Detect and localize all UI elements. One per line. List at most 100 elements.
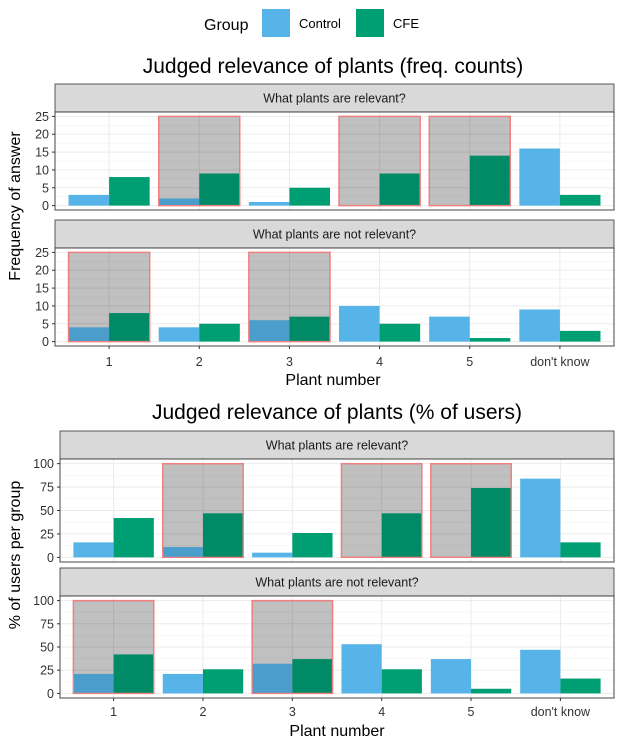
- bar-cfe-3: [289, 316, 330, 342]
- highlight-overlay-plant-1: [67, 251, 151, 343]
- x-tick-label: don't know: [531, 705, 591, 719]
- y-tick-label: 25: [40, 664, 54, 678]
- bar-cfe-1: [109, 313, 150, 342]
- y-tick-label: 75: [40, 481, 54, 495]
- highlight-overlay-plant-5: [428, 115, 511, 207]
- facet-strip-label: What plants are not relevant?: [255, 576, 418, 590]
- bar-control-3: [248, 320, 290, 342]
- facet-panel: What plants are not relevant?05101520251…: [35, 219, 615, 369]
- bar-cfe-don-t-know: [559, 194, 601, 206]
- chart-title: Judged relevance of plants (freq. counts…: [143, 55, 524, 78]
- y-tick-label: 0: [47, 687, 54, 701]
- legend-swatch-control: [262, 9, 290, 37]
- x-tick-label: 3: [289, 705, 296, 719]
- chart-title: Judged relevance of plants (% of users): [152, 401, 522, 424]
- legend-title: Group: [204, 17, 249, 34]
- bar-cfe-2: [202, 513, 244, 558]
- bar-control-4: [341, 644, 382, 694]
- panel-border: [54, 111, 615, 211]
- bar-cfe-5: [469, 338, 511, 342]
- bar-control-2: [158, 327, 200, 342]
- legend-label-control: Control: [299, 16, 341, 31]
- y-tick-label: 20: [35, 264, 49, 278]
- bar-control-1: [68, 327, 110, 342]
- panel-border: [54, 247, 615, 347]
- bar-cfe-don-t-know: [559, 330, 601, 342]
- bar-control-1: [68, 194, 110, 206]
- y-tick-label: 0: [47, 551, 54, 565]
- x-tick-label: 2: [196, 355, 203, 369]
- y-axis-label: Frequency of answer: [7, 131, 24, 281]
- bar-cfe-4: [379, 323, 421, 342]
- bar-cfe-1: [109, 177, 150, 206]
- y-tick-label: 15: [35, 146, 49, 160]
- bar-control-2: [162, 673, 203, 694]
- bar-control-5: [429, 316, 470, 342]
- bar-control-5: [430, 659, 472, 694]
- y-tick-label: 20: [35, 128, 49, 142]
- highlight-overlay-plant-5: [430, 462, 512, 559]
- y-axis: 0 25 50 75 100: [33, 457, 60, 565]
- x-tick-label: 1: [110, 705, 117, 719]
- chart-frequency: Judged relevance of plants (freq. counts…: [7, 55, 615, 389]
- y-tick-label: 5: [42, 317, 49, 331]
- y-axis: 0 5 10 15 20 25: [35, 246, 55, 349]
- y-tick-label: 50: [40, 641, 54, 655]
- x-axis: 1 2 3 4 5 don't know: [110, 698, 591, 719]
- y-tick-label: 75: [40, 617, 54, 631]
- bar-cfe-2: [202, 669, 244, 694]
- y-tick-label: 15: [35, 282, 49, 296]
- facet-strip-label: What plants are relevant?: [266, 439, 408, 453]
- bar-control-2: [162, 547, 203, 558]
- x-tick-label: 5: [468, 705, 475, 719]
- x-tick-label: don't know: [530, 355, 590, 369]
- y-tick-label: 50: [40, 504, 54, 518]
- highlight-overlay-plant-3: [248, 251, 331, 343]
- y-axis-label: % of users per group: [7, 481, 24, 630]
- x-tick-label: 4: [378, 705, 385, 719]
- highlight-overlay-plant-1: [72, 599, 155, 695]
- highlight-overlay-plant-3: [251, 599, 334, 695]
- bar-cfe-1: [113, 517, 154, 558]
- highlight-overlay-plant-4: [340, 462, 423, 559]
- bar-control-don-t-know: [519, 309, 560, 342]
- bar-cfe-3: [289, 187, 330, 206]
- x-axis: 1 2 3 4 5 don't know: [106, 346, 591, 369]
- facet-strip: [54, 83, 615, 113]
- x-tick-label: 1: [106, 355, 113, 369]
- highlight-overlay-plant-2: [162, 462, 244, 559]
- bar-cfe-don-t-know: [560, 678, 601, 694]
- bar-control-don-t-know: [519, 148, 560, 206]
- highlight-overlay-plant-2: [158, 115, 241, 207]
- bar-cfe-3: [292, 532, 333, 558]
- bar-cfe-2: [199, 323, 240, 342]
- bar-control-2: [158, 198, 200, 206]
- y-tick-label: 10: [35, 163, 49, 177]
- y-tick-label: 100: [33, 457, 54, 471]
- y-tick-label: 25: [35, 246, 49, 260]
- bar-control-4: [339, 305, 380, 342]
- legend-label-cfe: CFE: [393, 16, 419, 31]
- bar-control-3: [248, 202, 290, 206]
- facet-panel: What plants are not relevant?02550751001…: [33, 567, 615, 719]
- bar-cfe-4: [381, 513, 422, 558]
- y-tick-label: 25: [35, 110, 49, 124]
- facet-strip: [59, 567, 615, 597]
- bar-cfe-5: [469, 155, 511, 206]
- bar-cfe-5: [471, 688, 512, 694]
- facet-strip: [54, 219, 615, 249]
- facet-panel: What plants are relevant? 0 5 10 15 20 25: [35, 83, 615, 213]
- bar-control-don-t-know: [520, 478, 561, 558]
- facet-panel: What plants are relevant? 0 25 50 75 100: [33, 430, 615, 565]
- facet-strip-label: What plants are not relevant?: [253, 228, 416, 242]
- y-tick-label: 25: [40, 527, 54, 541]
- bar-cfe-4: [379, 173, 421, 206]
- y-axis: 0 25 50 75 100: [33, 594, 60, 701]
- bar-control-1: [73, 542, 114, 558]
- highlight-overlay-plant-4: [338, 115, 421, 207]
- x-tick-label: 2: [199, 705, 206, 719]
- x-tick-label: 5: [466, 355, 473, 369]
- bar-control-3: [252, 552, 293, 558]
- y-tick-label: 0: [42, 199, 49, 213]
